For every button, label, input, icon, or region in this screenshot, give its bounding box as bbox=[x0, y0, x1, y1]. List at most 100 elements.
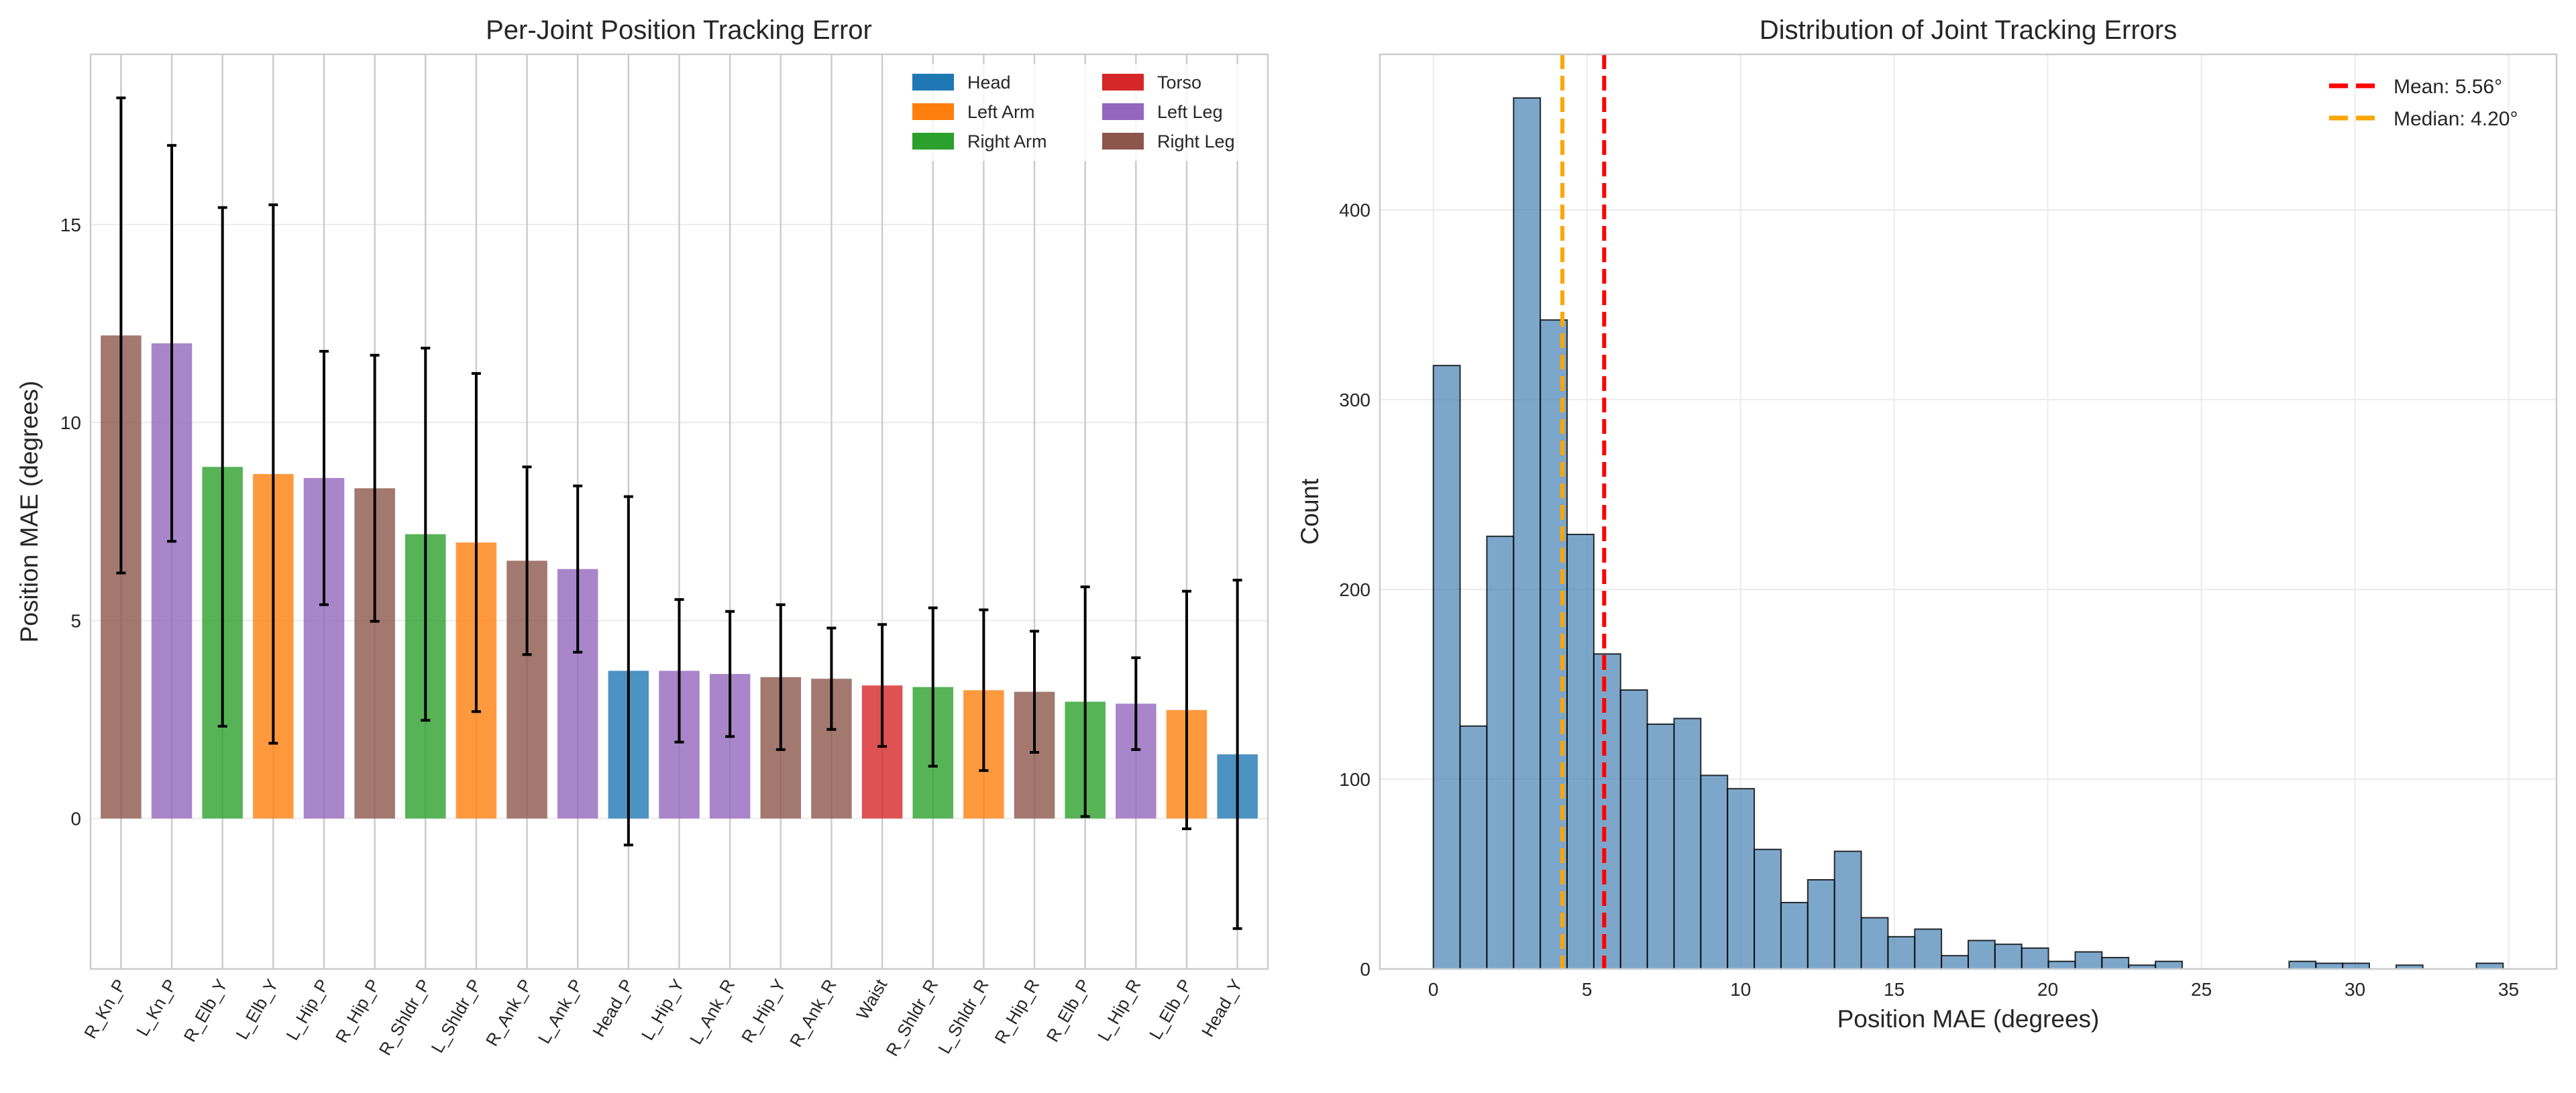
y-tick-label: 0 bbox=[70, 809, 81, 829]
bar-chart-panel: 0 5 10 15 R_Kn_P L_Kn_PR_Elb_Y L_Elb_Y L_Hip_P… bbox=[15, 15, 1269, 1059]
histogram-bin bbox=[1860, 917, 1889, 970]
right-axes-frame bbox=[1379, 53, 2558, 970]
x-tick-label: 0 bbox=[1428, 979, 1439, 1000]
x-tick-label: R_Elb_P bbox=[1042, 976, 1094, 1045]
x-tick-label: 30 bbox=[2345, 979, 2365, 1000]
x-tick-label: R_Shldr_P bbox=[375, 976, 435, 1059]
right-y-tick-labels: 0 100 200 300 400 bbox=[1339, 200, 1371, 980]
histogram-bin bbox=[1513, 97, 1542, 970]
legend-swatch-torso bbox=[1102, 74, 1144, 91]
y-tick-label: 15 bbox=[60, 215, 81, 235]
legend-swatch-left-leg bbox=[1102, 103, 1144, 120]
right-x-axis-label: Position MAE (degrees) bbox=[1837, 1005, 2100, 1033]
x-tick-label: 10 bbox=[1730, 979, 1751, 1000]
x-tick-label: L_Elb_P bbox=[1145, 976, 1195, 1043]
legend-label: Right Arm bbox=[967, 131, 1047, 152]
x-tick-label: L_Kn_P bbox=[132, 976, 180, 1039]
legend-label: Median: 4.20° bbox=[2394, 108, 2518, 130]
y-tick-label: 5 bbox=[70, 610, 81, 631]
y-tick-label: 200 bbox=[1339, 579, 1371, 600]
x-tick-label: R_Ank_R bbox=[786, 976, 841, 1050]
right-x-tick-labels: 0 5 10 15 20 25 30 35 bbox=[1428, 979, 2519, 1000]
reference-lines bbox=[1560, 54, 1607, 969]
legend-label: Mean: 5.56° bbox=[2394, 76, 2502, 98]
histogram-bin bbox=[1673, 717, 1702, 970]
x-tick-label: 5 bbox=[1582, 979, 1593, 1000]
x-tick-label: R_Kn_P bbox=[80, 976, 129, 1042]
left-error-bars bbox=[116, 96, 1242, 930]
x-tick-label: L_Shldr_P bbox=[427, 976, 485, 1056]
histogram-bin bbox=[1754, 848, 1782, 970]
histogram-bin bbox=[1887, 935, 1916, 970]
x-tick-label: 35 bbox=[2498, 979, 2519, 1000]
x-tick-label: 25 bbox=[2191, 979, 2212, 1000]
left-legend-box bbox=[899, 64, 1261, 161]
x-tick-label: R_Elb_Y bbox=[180, 976, 231, 1045]
histogram-bin bbox=[2475, 962, 2504, 970]
histogram-bin bbox=[2155, 960, 2183, 970]
legend-swatch-left-arm bbox=[912, 103, 954, 120]
histogram-bin bbox=[1941, 955, 1969, 970]
x-tick-label: L_Shldr_R bbox=[934, 976, 992, 1057]
y-tick-label: 300 bbox=[1339, 390, 1371, 410]
y-tick-label: 0 bbox=[1360, 959, 1371, 980]
left-y-axis-label: Position MAE (degrees) bbox=[15, 381, 43, 643]
left-chart-title: Per-Joint Position Tracking Error bbox=[486, 15, 872, 45]
legend-swatch-right-arm bbox=[912, 133, 954, 150]
histogram-bin bbox=[1486, 535, 1515, 970]
x-tick-label: L_Ank_R bbox=[686, 976, 739, 1048]
y-tick-label: 100 bbox=[1339, 769, 1371, 790]
histogram-bin bbox=[2021, 947, 2049, 970]
histogram-bin bbox=[2074, 951, 2103, 970]
x-tick-label: R_Hip_P bbox=[331, 976, 384, 1046]
histogram-bin bbox=[1833, 850, 1862, 970]
legend-label: Torso bbox=[1157, 72, 1201, 93]
left-legend: Head Left Arm Right Arm Torso Left Leg Right … bbox=[899, 64, 1261, 161]
histogram-bin bbox=[2047, 960, 2076, 970]
left-x-tick-labels: R_Kn_P L_Kn_PR_Elb_Y L_Elb_Y L_Hip_PR_Hip_P… bbox=[80, 975, 1246, 1059]
x-tick-label: 15 bbox=[1884, 979, 1904, 1000]
x-tick-label: R_Ank_P bbox=[482, 976, 536, 1049]
x-tick-label: R_Shldr_R bbox=[881, 976, 942, 1059]
x-tick-label: L_Hip_R bbox=[1093, 976, 1145, 1045]
x-tick-label: L_Hip_Y bbox=[637, 976, 688, 1043]
right-legend: Mean: 5.56° Median: 4.20° bbox=[2329, 76, 2518, 130]
histogram-bin bbox=[1727, 788, 1756, 970]
legend-label: Left Leg bbox=[1157, 102, 1223, 122]
histogram-bin bbox=[1914, 928, 1943, 970]
x-tick-label: L_Hip_P bbox=[282, 976, 333, 1043]
histogram-bin bbox=[1619, 689, 1648, 970]
right-chart-title: Distribution of Joint Tracking Errors bbox=[1760, 15, 2177, 45]
histogram-bin bbox=[1968, 939, 1996, 970]
legend-label: Left Arm bbox=[967, 102, 1035, 122]
x-tick-label: L_Elb_Y bbox=[231, 976, 282, 1043]
right-y-axis-label: Count bbox=[1296, 478, 1324, 544]
y-tick-label: 10 bbox=[60, 412, 81, 433]
x-tick-label: 20 bbox=[2037, 979, 2058, 1000]
histogram-bin bbox=[1593, 653, 1621, 970]
left-bars bbox=[101, 335, 1258, 819]
histogram-panel: 0 100 200 300 400 0 5 10 15 20 25 30 35 Distributio… bbox=[1296, 15, 2558, 1033]
histogram-bin bbox=[1700, 774, 1729, 970]
x-tick-label: Head_P bbox=[588, 976, 637, 1040]
histogram-bin bbox=[1994, 943, 2023, 970]
x-tick-label: Head_Y bbox=[1197, 976, 1246, 1040]
histogram-bin bbox=[2342, 962, 2370, 970]
legend-swatch-head bbox=[912, 74, 954, 91]
x-tick-label: R_Hip_R bbox=[990, 976, 1043, 1047]
legend-swatch-right-leg bbox=[1102, 133, 1144, 150]
x-tick-label: R_Hip_Y bbox=[737, 976, 790, 1046]
histogram-bars bbox=[1432, 97, 2504, 970]
legend-label: Head bbox=[967, 72, 1011, 93]
left-y-tick-labels: 0 5 10 15 bbox=[60, 215, 81, 829]
histogram-bin bbox=[1459, 725, 1488, 970]
histogram-bin bbox=[2315, 962, 2344, 970]
histogram-bin bbox=[1646, 723, 1675, 970]
histogram-bin bbox=[1432, 365, 1461, 970]
histogram-bin bbox=[2101, 957, 2130, 970]
y-tick-label: 400 bbox=[1339, 200, 1371, 221]
histogram-bin bbox=[2288, 960, 2317, 970]
x-tick-label: L_Ank_P bbox=[534, 976, 587, 1047]
histogram-bin bbox=[1807, 878, 1835, 970]
